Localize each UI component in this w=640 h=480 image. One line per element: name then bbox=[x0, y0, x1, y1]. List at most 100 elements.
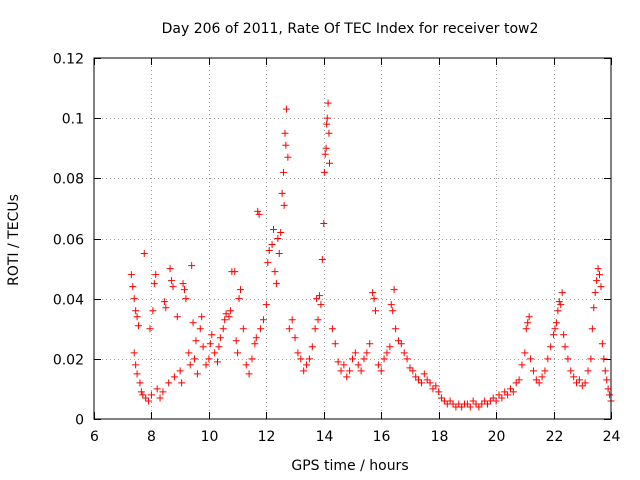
data-point bbox=[495, 391, 503, 399]
data-point bbox=[489, 394, 497, 402]
data-point bbox=[225, 313, 233, 321]
data-point bbox=[390, 286, 398, 294]
y-tick-labels: 0 0.02 0.04 0.06 0.08 0.1 0.12 bbox=[53, 52, 84, 429]
data-point bbox=[588, 325, 596, 333]
data-point bbox=[555, 298, 563, 306]
data-point bbox=[135, 322, 143, 330]
data-point bbox=[463, 400, 471, 408]
data-point bbox=[435, 388, 443, 396]
data-point bbox=[394, 337, 402, 345]
y-tick-label: 0.06 bbox=[53, 233, 84, 249]
data-point bbox=[208, 331, 216, 339]
data-point bbox=[529, 367, 537, 375]
x-tick-label: 12 bbox=[258, 429, 276, 445]
data-point bbox=[570, 373, 578, 381]
data-point bbox=[282, 105, 290, 113]
data-point bbox=[234, 349, 242, 357]
data-point bbox=[374, 361, 382, 369]
data-point bbox=[492, 397, 500, 405]
x-tick-label: 24 bbox=[603, 429, 621, 445]
data-point bbox=[321, 150, 329, 158]
data-point bbox=[323, 114, 331, 122]
data-point bbox=[340, 361, 348, 369]
data-point bbox=[132, 307, 140, 315]
data-point bbox=[137, 388, 145, 396]
data-point bbox=[601, 367, 609, 375]
data-point bbox=[133, 370, 141, 378]
data-point bbox=[305, 355, 313, 363]
data-point bbox=[288, 316, 296, 324]
data-point bbox=[145, 397, 153, 405]
data-point bbox=[600, 355, 608, 363]
data-point bbox=[193, 370, 201, 378]
data-point bbox=[483, 400, 491, 408]
data-point bbox=[383, 349, 391, 357]
data-point bbox=[552, 319, 560, 327]
data-point bbox=[403, 355, 411, 363]
data-point bbox=[146, 325, 154, 333]
data-point bbox=[429, 385, 437, 393]
data-point bbox=[558, 289, 566, 297]
data-point bbox=[406, 364, 414, 372]
data-point bbox=[281, 129, 289, 137]
data-point bbox=[560, 331, 568, 339]
data-point bbox=[280, 168, 288, 176]
y-tick-label: 0.04 bbox=[53, 293, 84, 309]
axis-ticks bbox=[94, 58, 612, 420]
data-point bbox=[598, 340, 606, 348]
data-point bbox=[303, 361, 311, 369]
data-point bbox=[337, 367, 345, 375]
data-point bbox=[156, 394, 164, 402]
data-point bbox=[387, 301, 395, 309]
data-point bbox=[133, 313, 141, 321]
data-point bbox=[554, 307, 562, 315]
data-point bbox=[357, 367, 365, 375]
data-point bbox=[575, 376, 583, 384]
data-point bbox=[257, 325, 265, 333]
data-point bbox=[432, 382, 440, 390]
data-point bbox=[159, 388, 167, 396]
data-point bbox=[564, 355, 572, 363]
data-point bbox=[219, 325, 227, 333]
data-point bbox=[255, 210, 263, 218]
data-point bbox=[423, 376, 431, 384]
data-point bbox=[597, 283, 605, 291]
data-point bbox=[313, 295, 321, 303]
data-point bbox=[294, 349, 302, 357]
data-point bbox=[466, 403, 474, 411]
data-point bbox=[300, 367, 308, 375]
data-point bbox=[205, 355, 213, 363]
data-point bbox=[438, 394, 446, 402]
data-point bbox=[331, 340, 339, 348]
data-point bbox=[354, 361, 362, 369]
data-point bbox=[334, 358, 342, 366]
data-point bbox=[252, 334, 260, 342]
x-axis-label: GPS time / hours bbox=[291, 458, 408, 474]
data-point bbox=[162, 304, 170, 312]
data-point bbox=[363, 349, 371, 357]
data-point bbox=[551, 325, 559, 333]
data-point bbox=[136, 379, 144, 387]
data-point bbox=[446, 397, 454, 405]
data-point bbox=[272, 280, 280, 288]
data-point bbox=[509, 388, 517, 396]
data-point bbox=[475, 403, 483, 411]
data-point bbox=[323, 120, 331, 128]
data-point bbox=[541, 367, 549, 375]
data-point bbox=[130, 295, 138, 303]
data-point bbox=[377, 367, 385, 375]
data-point bbox=[277, 228, 285, 236]
data-point bbox=[206, 340, 214, 348]
data-point bbox=[415, 376, 423, 384]
data-point bbox=[222, 310, 230, 318]
data-point bbox=[547, 343, 555, 351]
data-point bbox=[412, 373, 420, 381]
data-point bbox=[239, 325, 247, 333]
data-point bbox=[594, 265, 602, 273]
data-point bbox=[278, 189, 286, 197]
data-point bbox=[532, 376, 540, 384]
data-point bbox=[325, 129, 333, 137]
data-point bbox=[593, 277, 601, 285]
data-point bbox=[538, 373, 546, 381]
